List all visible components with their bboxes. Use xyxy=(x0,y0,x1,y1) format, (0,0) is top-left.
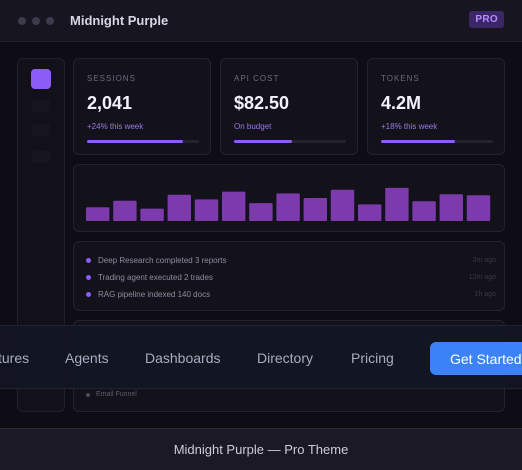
activity-item: Trading agent executed 2 trades 12m ago xyxy=(86,271,496,283)
stat-value: $82.50 xyxy=(234,93,290,113)
stat-label: TOKENS xyxy=(381,74,420,83)
stat-progress-fill xyxy=(234,140,293,143)
chart-bar xyxy=(439,194,463,221)
nav-link-features[interactable]: tures xyxy=(0,350,30,366)
funnel-label: Email Funnel xyxy=(96,391,137,398)
chart-bar xyxy=(86,207,110,221)
footer-text: Midnight Purple — Pro Theme xyxy=(173,442,349,457)
chart-bar xyxy=(222,191,246,221)
chart-bar xyxy=(140,208,164,221)
stat-label: SESSIONS xyxy=(87,74,136,83)
activity-text: RAG pipeline indexed 140 docs xyxy=(98,289,211,299)
stat-card-sessions: SESSIONS 2,041 +24% this week xyxy=(73,58,211,155)
stat-progress-track xyxy=(87,140,199,143)
activity-time: 12m ago xyxy=(468,273,496,281)
activity-item: Deep Research completed 3 reports 2m ago xyxy=(86,254,496,266)
window-minimize-dot[interactable] xyxy=(32,16,40,25)
stat-progress-track xyxy=(234,140,346,143)
chart-bar xyxy=(249,203,273,221)
chart-bar xyxy=(358,204,382,221)
nav-link-pricing[interactable]: Pricing xyxy=(351,350,394,366)
stat-label: API COST xyxy=(234,74,280,83)
nav-link-dashboards[interactable]: Dashboards xyxy=(145,350,221,366)
activity-dot-icon xyxy=(86,274,91,280)
get-started-button[interactable]: Get Started xyxy=(430,342,522,375)
activity-time: 1h ago xyxy=(474,290,496,298)
activity-text: Trading agent executed 2 trades xyxy=(98,272,213,282)
chart-bar xyxy=(167,194,191,221)
stat-progress-fill xyxy=(381,140,455,143)
stat-sub: On budget xyxy=(234,122,272,131)
activity-time: 2m ago xyxy=(472,256,496,264)
stat-progress-fill xyxy=(87,140,184,143)
stat-card-api-cost: API COST $82.50 On budget xyxy=(220,58,358,155)
nav-link-directory[interactable]: Directory xyxy=(257,350,314,366)
bar-chart xyxy=(86,187,491,221)
stat-value: 4.2M xyxy=(381,93,422,113)
chart-bar xyxy=(385,187,409,221)
chart-bar xyxy=(330,189,355,221)
window-title: Midnight Purple xyxy=(70,13,169,28)
footer: Midnight Purple — Pro Theme xyxy=(0,428,522,470)
activity-feed: Deep Research completed 3 reports 2m ago… xyxy=(73,241,505,311)
chart-bar xyxy=(303,198,327,221)
activity-dot-icon xyxy=(86,257,91,263)
window-maximize-dot[interactable] xyxy=(46,16,54,25)
activity-text: Deep Research completed 3 reports xyxy=(98,255,227,265)
sidebar-item[interactable] xyxy=(32,100,50,112)
title-bar: Midnight Purple PRO xyxy=(0,0,522,42)
stat-sub: +24% this week xyxy=(87,122,144,131)
pro-badge: PRO xyxy=(469,11,504,28)
activity-dot-icon xyxy=(86,291,91,297)
bar-chart-panel xyxy=(73,164,505,232)
funnel-dot-icon xyxy=(86,392,90,397)
chart-bar xyxy=(466,195,491,221)
sidebar-item[interactable] xyxy=(32,151,50,163)
chart-bar xyxy=(276,193,300,221)
nav-bar: tures Agents Dashboards Directory Pricin… xyxy=(0,325,522,389)
funnel-item: Email Funnel xyxy=(86,391,137,398)
window-controls xyxy=(18,16,54,25)
window-close-dot[interactable] xyxy=(18,16,26,25)
stat-card-tokens: TOKENS 4.2M +18% this week xyxy=(367,58,505,155)
chart-bar xyxy=(412,201,436,221)
sidebar-logo[interactable] xyxy=(31,69,51,89)
activity-item: RAG pipeline indexed 140 docs 1h ago xyxy=(86,288,496,300)
stat-value: 2,041 xyxy=(87,93,133,113)
sidebar-item[interactable] xyxy=(32,124,50,136)
chart-bar xyxy=(113,200,137,221)
chart-bar xyxy=(194,199,219,221)
stat-progress-track xyxy=(381,140,493,143)
nav-link-agents[interactable]: Agents xyxy=(65,350,109,366)
stat-sub: +18% this week xyxy=(381,122,438,131)
